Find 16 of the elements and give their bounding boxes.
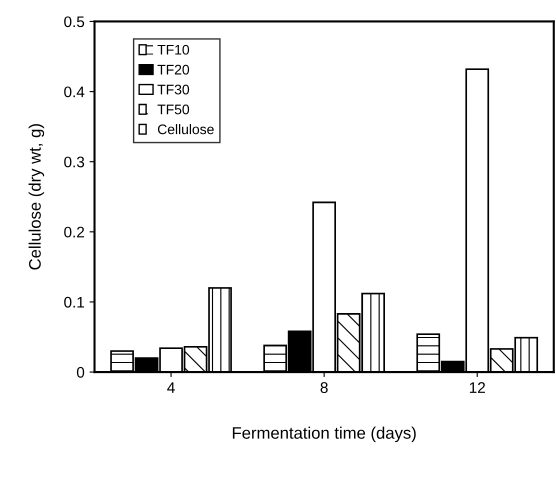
x-axis-title: Fermentation time (days) [232,426,416,442]
y-tick-label: 0.5 [64,16,84,28]
x-tick-label: 8 [320,382,328,394]
legend-label: TF30 [158,84,190,94]
legend-label: Cellulose [158,124,214,134]
legend-label: TF50 [158,104,190,114]
y-tick-label: 0.4 [64,86,84,98]
y-tick-label: 0 [76,366,84,378]
x-tick-label: 4 [167,382,175,393]
y-tick-label: 0.2 [64,226,84,238]
y-tick-label: 0.3 [64,156,84,168]
y-tick-label: 0.1 [64,296,84,308]
y-axis-title: Cellulose (dry wt, g) [28,124,44,270]
legend-label: TF20 [158,64,190,75]
legend-label: TF10 [158,44,190,55]
x-tick-label: 12 [470,382,485,393]
